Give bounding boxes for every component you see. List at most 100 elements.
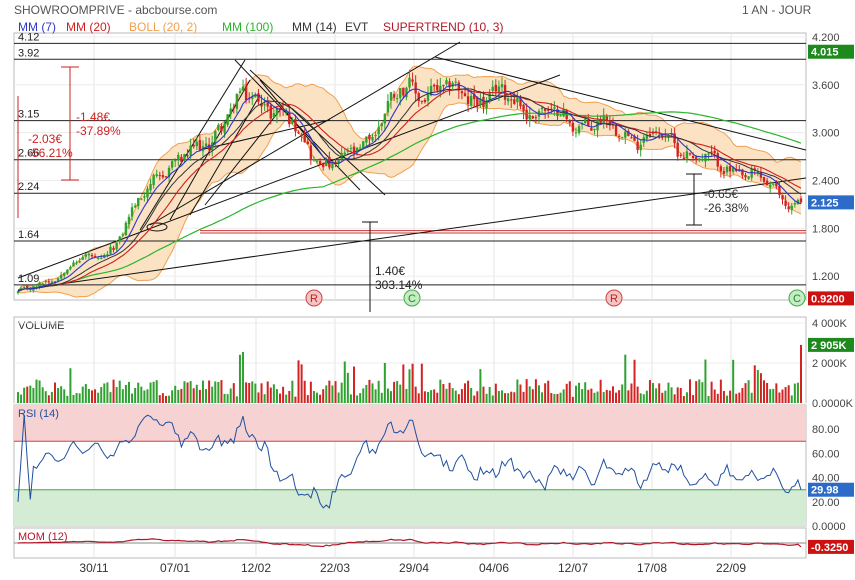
legend-item[interactable]: MM (100) bbox=[222, 20, 273, 34]
volume-bar bbox=[365, 384, 368, 403]
volume-bar bbox=[599, 379, 602, 403]
rsi-tick-label: 40.00 bbox=[812, 473, 840, 485]
measure-annotation: -0.65€ bbox=[704, 187, 738, 201]
period-label[interactable]: 1 AN - JOUR bbox=[742, 3, 812, 17]
volume-bar bbox=[81, 386, 84, 403]
volume-bar bbox=[559, 392, 562, 403]
volume-bar bbox=[192, 388, 195, 403]
candle-body bbox=[207, 144, 211, 150]
volume-bar bbox=[590, 388, 593, 403]
level-label: 2.24 bbox=[18, 181, 39, 193]
volume-bar bbox=[158, 395, 161, 403]
candle-body bbox=[223, 123, 226, 133]
volume-bar bbox=[445, 388, 448, 403]
volume-bar bbox=[713, 389, 716, 403]
candle-body bbox=[303, 135, 306, 143]
volume-bar bbox=[716, 393, 719, 403]
legend-item[interactable]: BOLL (20, 2) bbox=[129, 20, 197, 34]
rsi-line bbox=[17, 414, 802, 509]
volume-bar bbox=[57, 387, 60, 403]
x-tick-label: 07/01 bbox=[160, 561, 190, 575]
candle-body bbox=[744, 175, 747, 178]
volume-bar bbox=[275, 389, 278, 403]
price-series bbox=[14, 41, 806, 298]
candle-body bbox=[417, 93, 420, 102]
candle-body bbox=[220, 125, 223, 131]
candle-body bbox=[506, 98, 510, 102]
volume-bar bbox=[763, 380, 766, 403]
volume-bar bbox=[269, 387, 272, 403]
candle-body bbox=[627, 131, 630, 136]
mm7-line bbox=[17, 84, 802, 292]
candle-body bbox=[217, 124, 220, 131]
measure-annotation: -2.03€ bbox=[28, 132, 62, 146]
trend-line bbox=[17, 177, 806, 291]
volume-bar bbox=[26, 386, 29, 403]
candle-body bbox=[691, 156, 695, 159]
candle-body bbox=[16, 291, 20, 294]
candle-body bbox=[167, 167, 171, 178]
candle-body bbox=[318, 161, 322, 165]
candle-body bbox=[278, 108, 282, 110]
volume-bar bbox=[411, 363, 414, 403]
volume-bar bbox=[402, 364, 405, 403]
volume-bar bbox=[164, 395, 167, 403]
volume-bar bbox=[195, 384, 198, 403]
candle-body bbox=[371, 136, 374, 141]
candle-body bbox=[189, 145, 192, 156]
volume-bar bbox=[639, 393, 642, 403]
candle-body bbox=[69, 266, 72, 269]
volume-bar bbox=[676, 387, 679, 403]
rsi-overbought-zone bbox=[14, 405, 806, 442]
volume-bar bbox=[131, 393, 134, 403]
volume-bar bbox=[186, 382, 189, 403]
volume-bar bbox=[359, 393, 362, 403]
candle-body bbox=[211, 142, 214, 151]
volume-bar bbox=[340, 382, 343, 403]
candle-body bbox=[747, 176, 750, 179]
candle-body bbox=[226, 114, 229, 125]
legend-item[interactable]: MM (7) bbox=[18, 20, 56, 34]
bollinger-lower bbox=[17, 102, 802, 298]
volume-bar bbox=[602, 392, 605, 403]
candle-body bbox=[491, 86, 494, 91]
volume-bar bbox=[648, 380, 651, 403]
candle-body bbox=[420, 100, 424, 102]
trend-line bbox=[204, 109, 281, 206]
volume-bar bbox=[522, 391, 525, 403]
candle-body bbox=[790, 205, 793, 211]
volume-bar bbox=[439, 379, 442, 403]
candle-body bbox=[463, 93, 467, 97]
level-label: 2.66 bbox=[18, 148, 39, 160]
candle-body bbox=[476, 97, 479, 107]
candle-body bbox=[673, 133, 676, 144]
volume-bar bbox=[100, 386, 103, 403]
candle-body bbox=[648, 134, 652, 136]
volume-bar bbox=[226, 394, 229, 403]
candle-body bbox=[423, 99, 427, 103]
volume-bar bbox=[319, 394, 322, 403]
volume-bar bbox=[106, 382, 109, 403]
candle-body bbox=[297, 132, 300, 134]
legend-item[interactable]: EVT bbox=[345, 20, 369, 34]
candle-body bbox=[725, 166, 729, 173]
rsi-tick-label: 20.00 bbox=[812, 497, 840, 509]
candle-body bbox=[355, 147, 359, 152]
measure-annotation: 303.14% bbox=[375, 278, 423, 292]
volume-bar bbox=[396, 381, 399, 403]
candle-body bbox=[269, 105, 272, 119]
legend-item[interactable]: SUPERTREND (10, 3) bbox=[383, 20, 503, 34]
volume-bar bbox=[584, 382, 587, 403]
candle-body bbox=[621, 137, 624, 139]
legend-item[interactable]: MM (14) bbox=[292, 20, 337, 34]
candle-body bbox=[510, 99, 513, 101]
volume-bar bbox=[152, 381, 155, 403]
volume-bar bbox=[331, 385, 334, 403]
price-badge-text: 0.9200 bbox=[811, 293, 845, 305]
candle-body bbox=[294, 119, 297, 132]
legend-item[interactable]: MM (20) bbox=[66, 20, 111, 34]
volume-bar bbox=[78, 393, 81, 403]
trend-line bbox=[434, 56, 806, 151]
candle-body bbox=[263, 104, 266, 106]
candle-body bbox=[599, 119, 602, 124]
